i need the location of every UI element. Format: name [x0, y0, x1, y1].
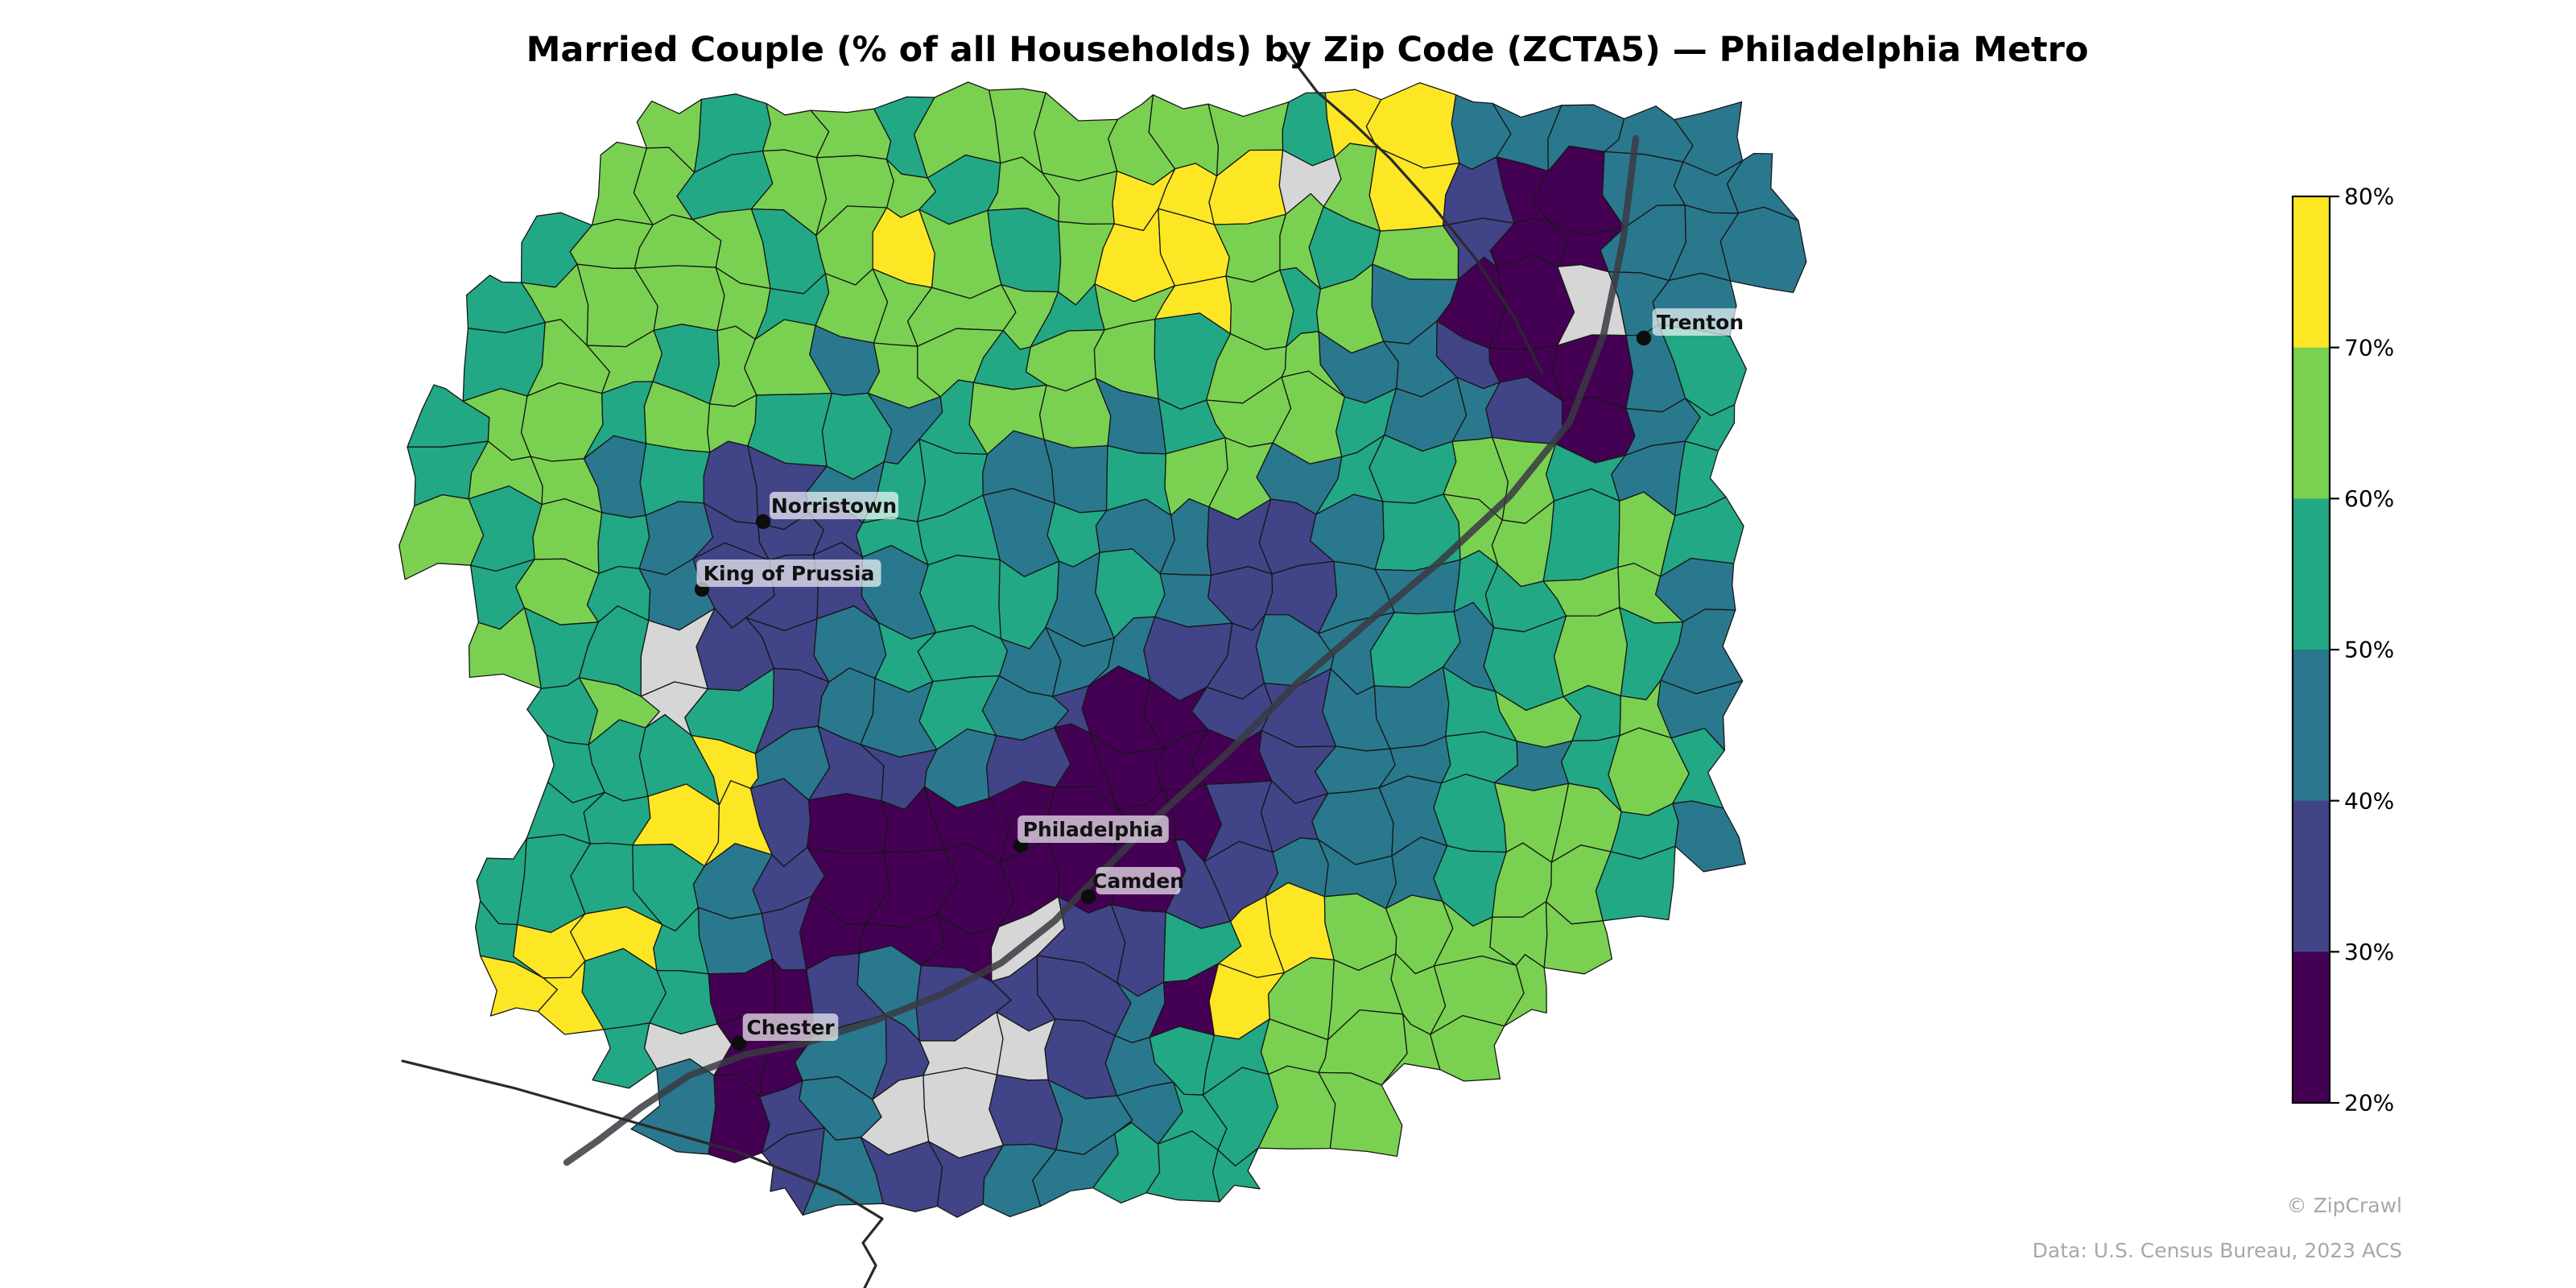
- city-marker-dot: [1080, 889, 1096, 905]
- colorbar-tick-label: 40%: [2344, 787, 2394, 814]
- colorbar-tick-label: 30%: [2344, 939, 2394, 965]
- city-annotation: King of Prussia: [694, 559, 881, 597]
- colorbar-band: [2293, 347, 2330, 500]
- zcta-region: [1719, 206, 1807, 294]
- city-label: King of Prussia: [704, 562, 875, 585]
- city-marker-dot: [755, 514, 771, 530]
- colorbar-band: [2293, 650, 2330, 802]
- colorbar-legend: 80% 70% 60% 50% 40% 30% 20%: [2291, 184, 2394, 1117]
- zcta-region: [1318, 1071, 1403, 1158]
- zcta-region: [807, 793, 889, 855]
- colorbar-tick-label: 80%: [2344, 184, 2394, 210]
- zcta-region: [1595, 845, 1676, 922]
- city-label-box: [696, 559, 881, 587]
- city-label-box: [1652, 308, 1748, 336]
- city-marker-dot: [731, 1035, 747, 1051]
- zcta-region: [1430, 1014, 1505, 1082]
- city-labels-layer: Trenton Norristown King of Prussia Philadel…: [694, 308, 1748, 1051]
- zcta-polygons-layer: [398, 81, 1807, 1218]
- colorbar-tick-label: 20%: [2344, 1090, 2394, 1117]
- city-label: Camden: [1092, 869, 1184, 893]
- city-label-box: [1018, 815, 1169, 843]
- city-annotation: Camden: [1080, 867, 1184, 905]
- city-label: Norristown: [771, 494, 897, 518]
- colorbar-tick-label: 50%: [2344, 637, 2394, 663]
- zcta-region: [1542, 488, 1620, 582]
- zcta-region: [1543, 901, 1613, 975]
- colorbar-band: [2293, 952, 2330, 1104]
- colorbar-band: [2293, 196, 2330, 349]
- zcta-region: [1034, 92, 1119, 182]
- city-label: Philadelphia: [1023, 818, 1164, 841]
- colorbar-band: [2293, 800, 2330, 953]
- zcta-region: [1672, 800, 1746, 873]
- data-source-caption: Data: U.S. Census Bureau, 2023 ACS: [2033, 1239, 2402, 1262]
- chart-title: Married Couple (% of all Households) by …: [526, 30, 2089, 70]
- city-annotation: Philadelphia: [1013, 815, 1169, 853]
- watermark-zipcrawl: © ZipCrawl: [2287, 1194, 2402, 1217]
- northeast-boundary-line: [1280, 43, 1544, 375]
- zcta-region: [1504, 954, 1547, 1027]
- city-marker-dot: [1636, 330, 1652, 346]
- city-label-box: [1096, 867, 1181, 894]
- zcta-region: [697, 906, 774, 975]
- city-label-box: [770, 492, 898, 519]
- city-annotation: Chester: [731, 1013, 839, 1051]
- colorbar-band: [2293, 498, 2330, 650]
- city-annotation: Norristown: [755, 492, 898, 530]
- colorbar-tick-label: 70%: [2344, 334, 2394, 361]
- city-label: Chester: [746, 1016, 835, 1039]
- southwest-boundary-line: [401, 1059, 884, 1288]
- colorbar-tick-label: 60%: [2344, 485, 2394, 512]
- city-label: Trenton: [1657, 311, 1744, 334]
- zcta-region: [1553, 606, 1629, 698]
- zcta-region: [1374, 493, 1461, 572]
- city-label-box: [742, 1013, 839, 1041]
- city-annotation: Trenton: [1636, 308, 1748, 346]
- zcta-region: [1212, 1147, 1261, 1203]
